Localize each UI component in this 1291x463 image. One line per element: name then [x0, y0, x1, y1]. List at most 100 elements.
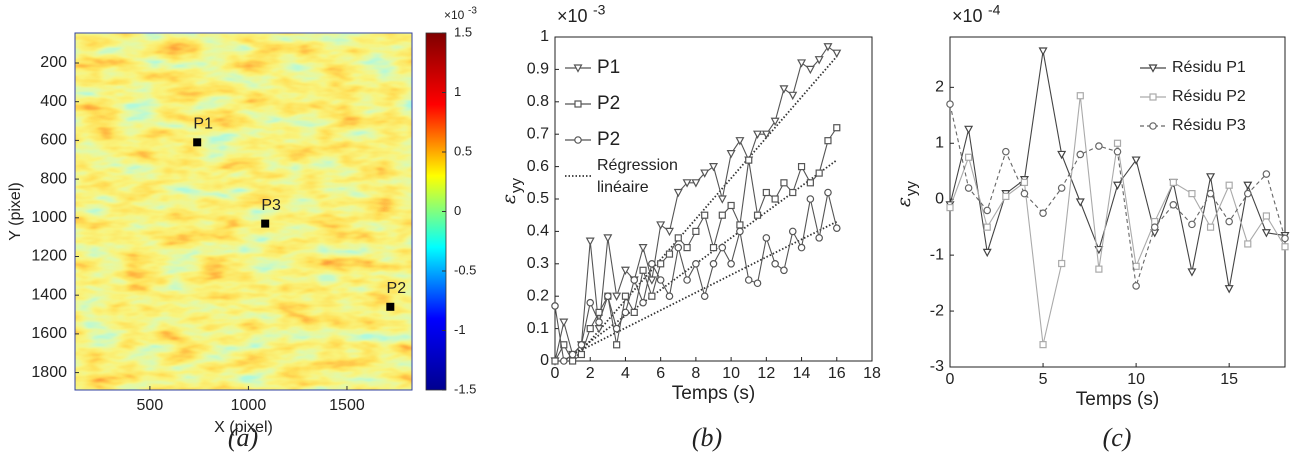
y-tick-label: 0.8: [527, 93, 549, 110]
marker: [727, 201, 735, 210]
marker: [674, 243, 683, 252]
x-tick-label: 1000: [231, 397, 267, 414]
y-tick-label: 600: [40, 132, 67, 149]
series-line: [554, 192, 838, 362]
x-tick-label: 16: [828, 365, 846, 382]
marker: [656, 221, 666, 230]
marker: [1261, 229, 1271, 238]
marker: [1076, 92, 1084, 100]
marker: [805, 65, 815, 75]
marker: [1149, 122, 1157, 130]
x-tick-label: 2: [586, 365, 595, 382]
y-tick-label: 400: [40, 93, 67, 110]
marker: [1243, 181, 1253, 190]
marker: [577, 350, 586, 359]
x-tick-label: 4: [621, 365, 630, 382]
marker: [701, 211, 709, 219]
marker: [753, 211, 762, 219]
caption: (c): [1103, 423, 1132, 452]
marker: [762, 234, 771, 242]
regression-line: [571, 55, 838, 362]
marker: [1169, 178, 1177, 187]
caption: (b): [692, 423, 722, 452]
marker: [983, 223, 991, 231]
x-axis-label: X (pixel): [214, 419, 273, 436]
y-tick-label: -1: [930, 246, 944, 263]
marker: [770, 117, 780, 127]
y-axis-label: ε: [893, 197, 915, 207]
marker: [788, 227, 797, 236]
marker: [1225, 217, 1233, 226]
marker: [1149, 93, 1157, 101]
colorbar-tick-label: 0: [454, 203, 461, 218]
legend-label: linéaire: [597, 179, 649, 196]
marker: [1113, 147, 1122, 156]
marker: [709, 244, 718, 252]
marker: [833, 124, 841, 132]
marker: [824, 137, 832, 145]
marker: [585, 237, 595, 246]
point-label: P3: [261, 197, 281, 214]
marker: [718, 211, 726, 219]
marker: [946, 100, 954, 108]
marker: [674, 234, 682, 242]
marker: [1281, 234, 1289, 243]
marker: [568, 350, 577, 359]
marker: [1002, 192, 1010, 201]
x-tick-label: 14: [793, 365, 811, 382]
point-marker: [193, 138, 202, 147]
marker: [586, 298, 595, 307]
point-label: P1: [193, 116, 213, 133]
marker: [982, 248, 992, 258]
x-tick-label: 15: [1220, 371, 1238, 388]
marker: [569, 357, 577, 365]
legend-label: P1: [597, 57, 620, 78]
marker: [1112, 181, 1123, 190]
x-tick-label: 0: [946, 371, 955, 388]
y-tick-label: 1400: [31, 286, 67, 303]
y-tick-label: 1: [935, 134, 944, 151]
y-tick-label: -3: [930, 358, 944, 375]
marker: [1038, 47, 1048, 56]
marker: [736, 227, 744, 236]
marker: [560, 357, 568, 365]
marker: [788, 91, 798, 101]
marker: [1262, 170, 1271, 178]
point-marker: [261, 219, 270, 228]
y-tick-label: 0.1: [527, 320, 549, 337]
marker: [718, 243, 727, 252]
caption: (a): [228, 423, 258, 452]
marker: [1113, 139, 1122, 147]
marker: [1095, 265, 1103, 273]
marker: [673, 188, 683, 198]
marker: [648, 292, 656, 300]
x-axis-label: Temps (s): [672, 383, 755, 404]
axis-exponent-power: -4: [988, 2, 1001, 18]
marker: [620, 266, 630, 276]
marker: [595, 318, 603, 326]
marker: [665, 292, 674, 301]
marker: [692, 227, 700, 235]
y-axis-label-sub: yy: [508, 178, 525, 194]
y-tick-label: 1600: [31, 325, 67, 342]
marker: [789, 188, 797, 197]
x-tick-label: 500: [137, 397, 164, 414]
marker: [814, 56, 824, 65]
colorbar-tick-label: 1: [454, 84, 461, 99]
x-tick-label: 0: [551, 365, 560, 382]
marker: [806, 195, 815, 203]
marker: [630, 276, 639, 284]
point-marker: [386, 302, 395, 311]
colorbar-tick-label: -1: [454, 322, 466, 337]
marker: [1020, 178, 1029, 187]
marker: [753, 130, 763, 139]
marker: [815, 234, 823, 242]
marker: [1224, 285, 1234, 294]
marker: [574, 136, 582, 144]
y-axis-label: Y (pixel): [7, 182, 24, 240]
x-tick-label: 1500: [329, 397, 365, 414]
marker: [630, 308, 638, 316]
marker: [1132, 282, 1140, 290]
y-tick-label: 0.6: [527, 158, 549, 175]
legend-label: Résidu P3: [1172, 117, 1246, 134]
